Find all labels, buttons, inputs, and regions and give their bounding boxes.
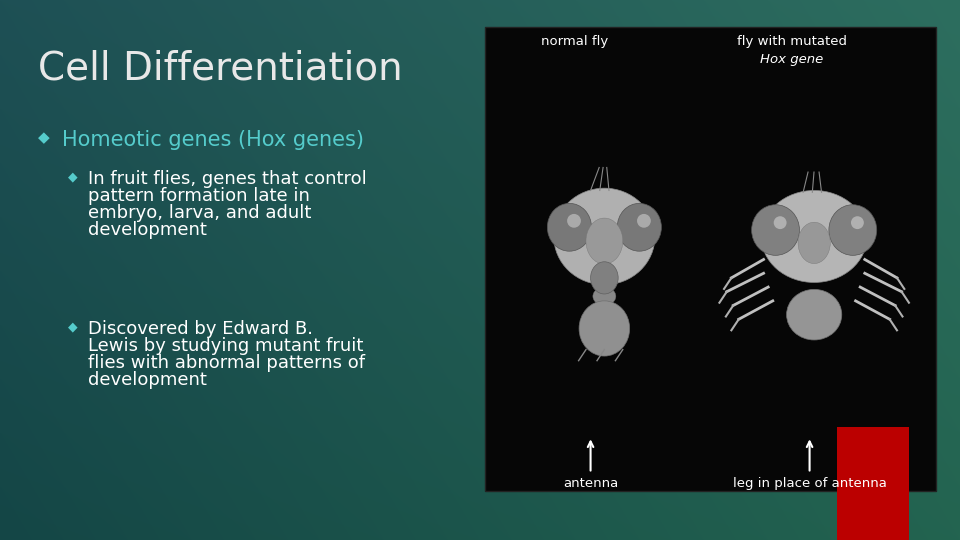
- Ellipse shape: [761, 191, 867, 282]
- Text: leg in place of antenna: leg in place of antenna: [732, 477, 886, 490]
- Text: antenna: antenna: [563, 477, 618, 490]
- Text: ◆: ◆: [68, 320, 78, 333]
- Bar: [837, 427, 909, 540]
- Text: fly with mutated: fly with mutated: [736, 35, 847, 48]
- Ellipse shape: [786, 289, 842, 340]
- Text: Cell Differentiation: Cell Differentiation: [38, 50, 402, 88]
- Text: Lewis by studying mutant fruit: Lewis by studying mutant fruit: [88, 337, 364, 355]
- Ellipse shape: [851, 216, 864, 229]
- Ellipse shape: [554, 188, 655, 285]
- Text: pattern formation late in: pattern formation late in: [88, 187, 310, 205]
- Text: development: development: [88, 221, 206, 239]
- Text: development: development: [88, 371, 206, 389]
- Ellipse shape: [567, 214, 581, 228]
- Text: normal fly: normal fly: [541, 35, 609, 48]
- Text: ◆: ◆: [38, 130, 50, 145]
- Ellipse shape: [586, 218, 623, 264]
- Text: Hox gene: Hox gene: [760, 53, 824, 66]
- Text: flies with abnormal patterns of: flies with abnormal patterns of: [88, 354, 365, 372]
- Text: Homeotic genes (Hox genes): Homeotic genes (Hox genes): [62, 130, 364, 150]
- Bar: [485, 27, 936, 491]
- Text: embryo, larva, and adult: embryo, larva, and adult: [88, 204, 311, 222]
- Ellipse shape: [637, 214, 651, 228]
- Text: In fruit flies, genes that control: In fruit flies, genes that control: [88, 170, 367, 188]
- Ellipse shape: [590, 262, 618, 294]
- Ellipse shape: [828, 205, 876, 255]
- Text: Discovered by Edward B.: Discovered by Edward B.: [88, 320, 313, 338]
- Ellipse shape: [752, 205, 800, 255]
- Text: ◆: ◆: [68, 170, 78, 183]
- Ellipse shape: [579, 301, 630, 356]
- Ellipse shape: [593, 287, 616, 306]
- Ellipse shape: [774, 216, 786, 229]
- Ellipse shape: [617, 204, 661, 251]
- Ellipse shape: [798, 222, 830, 264]
- Ellipse shape: [547, 204, 591, 251]
